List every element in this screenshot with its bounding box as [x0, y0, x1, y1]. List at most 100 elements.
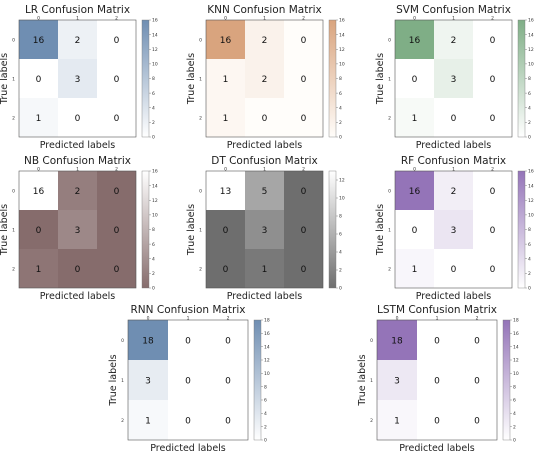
- panel-title: RNN Confusion Matrix: [131, 304, 246, 316]
- x-axis-label: Predicted labels: [416, 291, 492, 302]
- colorbar-tick-label: 6: [339, 232, 342, 238]
- matrix-cell: [58, 210, 97, 249]
- matrix-cell: [206, 171, 245, 210]
- panel-title: NB Confusion Matrix: [24, 155, 131, 167]
- matrix-frame: [18, 170, 137, 289]
- y-axis-label: True labels: [0, 204, 10, 256]
- y-axis-label: True labels: [186, 204, 197, 256]
- matrix-cell: [417, 320, 457, 360]
- cell-value-label: 0: [114, 36, 120, 46]
- y-tick-label: 1: [12, 77, 15, 83]
- matrix-cell: [245, 98, 284, 137]
- y-axis-label: True labels: [357, 354, 368, 406]
- colorbar-tick-label: 14: [528, 183, 534, 189]
- cell-value-label: 1: [412, 265, 418, 275]
- colorbar-tick-label: 2: [339, 268, 342, 274]
- matrix-cell: [284, 249, 323, 288]
- cell-value-label: 0: [185, 417, 191, 427]
- matrix-cell: [208, 360, 248, 400]
- panel-title: SVM Confusion Matrix: [396, 4, 511, 16]
- y-tick-label: 2: [12, 116, 15, 122]
- matrix-frame: [394, 19, 513, 138]
- cell-value-label: 0: [185, 337, 191, 347]
- x-tick-label: 1: [452, 167, 455, 173]
- colorbar-tick-label: 2: [339, 120, 342, 126]
- cell-value-label: 0: [490, 75, 496, 85]
- matrix-cell: [58, 171, 97, 210]
- cell-value-label: 0: [223, 265, 229, 275]
- colorbar-tick-label: 16: [513, 331, 519, 337]
- matrix-cell: [208, 400, 248, 440]
- colorbar-tick-label: 4: [264, 411, 267, 417]
- cell-value-label: 0: [451, 114, 457, 124]
- cell-value-label: 0: [114, 226, 120, 236]
- x-tick-label: 2: [302, 16, 305, 22]
- colorbar-tick-label: 6: [152, 91, 155, 97]
- y-tick-label: 0: [370, 338, 373, 344]
- x-tick-label: 2: [476, 316, 479, 322]
- y-tick-label: 1: [388, 77, 391, 83]
- colorbar-tick-label: 12: [528, 198, 534, 204]
- cell-value-label: 0: [412, 226, 418, 236]
- cell-value-label: 16: [33, 187, 45, 197]
- cell-value-label: 18: [142, 337, 154, 347]
- x-axis-label: Predicted labels: [150, 443, 226, 454]
- matrix-cell: [395, 98, 434, 137]
- cell-value-label: 0: [301, 36, 307, 46]
- x-axis-label: Predicted labels: [399, 443, 475, 454]
- cell-value-label: 0: [301, 75, 307, 85]
- x-tick-label: 0: [413, 16, 416, 22]
- cell-value-label: 3: [451, 226, 457, 236]
- x-tick-label: 1: [187, 316, 190, 322]
- colorbar-tick-label: 0: [528, 135, 531, 141]
- x-tick-label: 2: [491, 167, 494, 173]
- cell-value-label: 0: [185, 377, 191, 387]
- y-tick-label: 0: [12, 38, 15, 44]
- matrix-cell: [473, 98, 512, 137]
- cell-value-label: 0: [434, 417, 440, 427]
- colorbar-tick-label: 6: [513, 398, 516, 404]
- cell-value-label: 0: [451, 265, 457, 275]
- cell-value-label: 0: [223, 226, 229, 236]
- panel-title: KNN Confusion Matrix: [207, 4, 322, 16]
- colorbar-tick-label: 6: [528, 242, 531, 248]
- cell-value-label: 2: [75, 187, 81, 197]
- x-tick-label: 1: [76, 16, 79, 22]
- matrix-cell: [97, 20, 136, 59]
- colorbar-tick-label: 12: [152, 47, 158, 53]
- x-tick-label: 1: [263, 16, 266, 22]
- colorbar: [253, 319, 262, 441]
- matrix-cell: [284, 98, 323, 137]
- colorbar: [502, 319, 511, 441]
- colorbar-tick-label: 0: [152, 286, 155, 292]
- y-tick-label: 0: [388, 38, 391, 44]
- y-axis-label: True labels: [375, 53, 386, 105]
- matrix-cell: [395, 249, 434, 288]
- cell-value-label: 0: [114, 114, 120, 124]
- cell-value-label: 0: [474, 417, 480, 427]
- cell-value-label: 2: [262, 36, 268, 46]
- matrix-cell: [457, 320, 497, 360]
- matrix-cell: [245, 20, 284, 59]
- colorbar-tick-label: 8: [339, 214, 342, 220]
- matrix-cell: [206, 210, 245, 249]
- matrix-cell: [208, 320, 248, 360]
- matrix-cell: [19, 20, 58, 59]
- matrix-cell: [434, 171, 473, 210]
- colorbar-tick-label: 14: [152, 32, 158, 38]
- x-tick-label: 2: [227, 316, 230, 322]
- colorbar-tick-label: 4: [152, 256, 155, 262]
- x-axis-label: Predicted labels: [227, 291, 303, 302]
- colorbar-tick-label: 16: [528, 18, 534, 24]
- colorbar-tick-label: 0: [339, 135, 342, 141]
- x-tick-label: 0: [396, 316, 399, 322]
- matrix-cell: [128, 400, 168, 440]
- matrix-frame: [205, 170, 324, 289]
- cell-value-label: 2: [75, 36, 81, 46]
- matrix-cell: [168, 360, 208, 400]
- cell-value-label: 1: [223, 114, 229, 124]
